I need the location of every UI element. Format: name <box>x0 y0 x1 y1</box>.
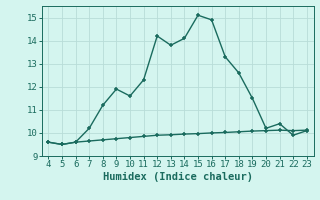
X-axis label: Humidex (Indice chaleur): Humidex (Indice chaleur) <box>103 172 252 182</box>
